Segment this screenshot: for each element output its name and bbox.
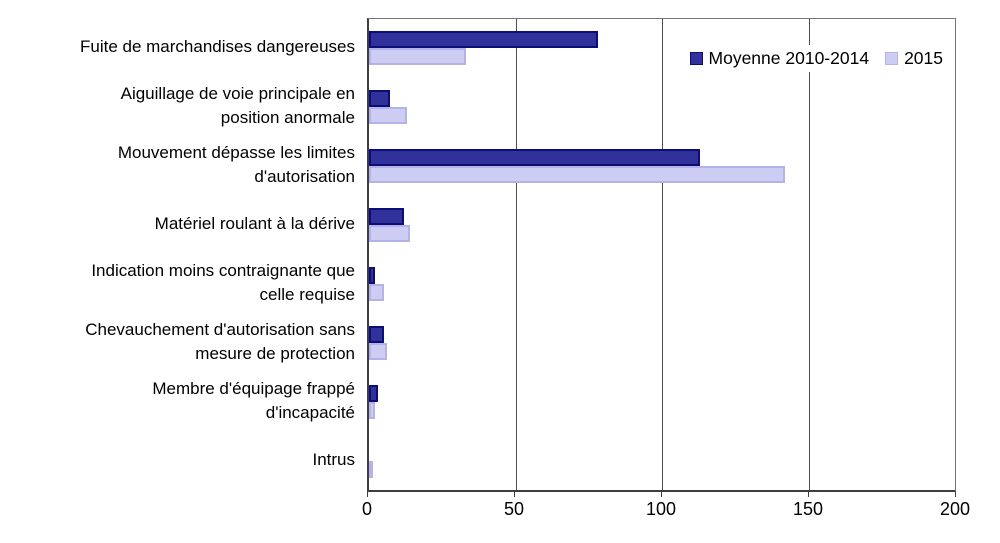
- category-label: Membre d'équipage frappé d'incapacité: [152, 378, 355, 422]
- bar-2015: [369, 460, 373, 478]
- bar-slot: [369, 208, 955, 226]
- legend-swatch-moyenne-icon: [689, 52, 703, 65]
- x-tick-label: 150: [792, 499, 824, 519]
- bar-group: [369, 313, 955, 372]
- bar-2015: [369, 166, 786, 184]
- bar-moyenne-2010-2014: [369, 31, 598, 49]
- category-label: Mouvement dépasse les limites d'autorisa…: [117, 143, 355, 187]
- plot-area: Moyenne 2010-2014 2015: [367, 18, 956, 492]
- x-tick-label: 50: [503, 499, 525, 519]
- bar-moyenne-2010-2014: [369, 325, 384, 343]
- category-label: Intrus: [312, 449, 355, 469]
- bar-slot: [369, 401, 955, 419]
- bar-slot: [369, 342, 955, 360]
- bar-moyenne-2010-2014: [369, 149, 701, 167]
- legend-item-moyenne: Moyenne 2010-2014: [689, 48, 870, 69]
- bar-slot: [369, 283, 955, 301]
- bar-slot: [369, 166, 955, 184]
- bar-moyenne-2010-2014: [369, 384, 378, 402]
- bar-group: [369, 431, 955, 490]
- category-label: Chevauchement d'autorisation sans mesure…: [85, 319, 355, 363]
- gridlines: [369, 19, 955, 490]
- bar-2015: [369, 283, 384, 301]
- category-label: Matériel roulant à la dérive: [154, 214, 355, 234]
- bar-moyenne-2010-2014: [369, 90, 390, 108]
- bar-slot: [369, 225, 955, 243]
- bar-group: [369, 372, 955, 431]
- bar-2015: [369, 225, 411, 243]
- bar-group: [369, 196, 955, 255]
- category-label: Aiguillage de voie principale en positio…: [120, 84, 355, 128]
- bar-2015: [369, 342, 387, 360]
- bar-slot: [369, 266, 955, 284]
- bar-moyenne-2010-2014: [369, 208, 405, 226]
- bar-group: [369, 137, 955, 196]
- gridline: [515, 19, 517, 490]
- bar-slot: [369, 149, 955, 167]
- bar-2015: [369, 107, 408, 125]
- x-tick-label: 100: [645, 499, 677, 519]
- x-tick: [954, 491, 956, 497]
- x-tick-label: 200: [939, 499, 971, 519]
- bar-group: [369, 19, 955, 78]
- bar-slot: [369, 444, 955, 461]
- category-labels: Fuite de marchandises dangereuses Aiguill…: [0, 18, 355, 489]
- bar-2015: [369, 401, 375, 419]
- x-tick: [366, 491, 368, 497]
- x-tick: [807, 491, 809, 497]
- gridline: [662, 19, 663, 490]
- bar-slot: [369, 384, 955, 402]
- legend-item-2015: 2015: [885, 48, 943, 69]
- x-tick-label: 0: [361, 499, 373, 519]
- x-tick: [660, 491, 662, 497]
- bar-slot: [369, 325, 955, 343]
- bar-group: [369, 78, 955, 137]
- x-tick: [513, 491, 515, 497]
- category-label: Indication moins contraignante que celle…: [91, 260, 355, 304]
- bar-slot: [369, 107, 955, 125]
- bar-slot: [369, 31, 955, 49]
- legend: Moyenne 2010-2014 2015: [685, 45, 947, 72]
- gridline: [808, 19, 810, 490]
- bar-group: [369, 255, 955, 314]
- category-label: Fuite de marchandises dangereuses: [80, 37, 355, 57]
- bar-slot: [369, 460, 955, 478]
- x-axis: 0 50 100 150 200: [362, 491, 970, 531]
- legend-swatch-2015-icon: [885, 52, 899, 65]
- bar-moyenne-2010-2014: [369, 266, 375, 284]
- bar-slot: [369, 48, 955, 66]
- bar-slot: [369, 90, 955, 108]
- legend-label-2015: 2015: [904, 48, 943, 68]
- bar-2015: [369, 48, 466, 66]
- legend-label-moyenne: Moyenne 2010-2014: [708, 48, 870, 68]
- bars: [369, 19, 955, 490]
